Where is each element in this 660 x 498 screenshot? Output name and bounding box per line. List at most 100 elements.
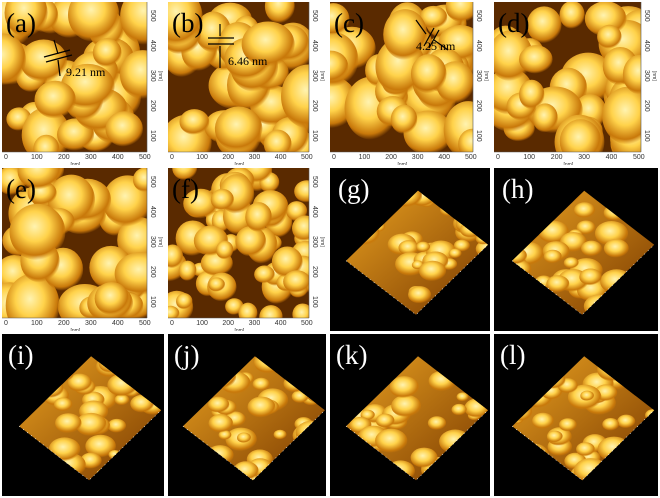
panel-label-g: (g) bbox=[338, 174, 370, 204]
afm-panel-a: (a) 9.21 nm 0 100 200 300 400 500 [nm] 500 400 30… bbox=[2, 2, 164, 165]
axis-ticks bbox=[512, 244, 655, 316]
grain bbox=[633, 192, 655, 209]
y-tick-label: 500 bbox=[149, 10, 156, 22]
y-axis-unit: [nm] bbox=[483, 71, 489, 81]
grain bbox=[471, 447, 486, 459]
x-axis-unit: [nm] bbox=[70, 328, 81, 331]
grain bbox=[453, 239, 470, 252]
grain bbox=[94, 465, 128, 481]
grain bbox=[519, 79, 545, 110]
measurement-line bbox=[423, 27, 435, 47]
grain bbox=[252, 377, 270, 391]
grain bbox=[245, 202, 272, 232]
grain bbox=[439, 429, 472, 454]
grain bbox=[392, 190, 423, 208]
grain bbox=[581, 240, 602, 257]
grain bbox=[168, 244, 184, 269]
grain bbox=[614, 357, 635, 373]
grain bbox=[208, 277, 225, 292]
grain bbox=[559, 2, 585, 29]
x-tick-label: 200 bbox=[222, 154, 235, 161]
grain bbox=[512, 210, 532, 228]
grain bbox=[460, 221, 483, 238]
afm-3d-surface-j bbox=[182, 356, 326, 481]
grain bbox=[5, 273, 60, 318]
x-tick-label: 0 bbox=[4, 154, 8, 161]
grain bbox=[182, 385, 205, 408]
grain bbox=[196, 378, 217, 394]
grain bbox=[132, 168, 147, 192]
grain bbox=[559, 418, 577, 432]
afm-3d-surface-i bbox=[18, 356, 162, 481]
grain bbox=[254, 356, 284, 374]
measurement-line bbox=[433, 39, 449, 51]
afm-panel-e: (e) 0 100 200 300 400 500 [nm] 500 400 300 200 100 [… bbox=[2, 168, 164, 331]
grain bbox=[41, 366, 67, 386]
grain bbox=[359, 287, 373, 298]
x-tick-label: 0 bbox=[496, 154, 500, 161]
x-tick-label: 200 bbox=[58, 154, 70, 161]
grain bbox=[67, 373, 92, 392]
measurement-line bbox=[415, 19, 427, 35]
grain bbox=[524, 460, 542, 474]
y-tick-label: 100 bbox=[475, 130, 482, 142]
y-tick-label: 200 bbox=[149, 100, 156, 112]
grain bbox=[295, 420, 325, 445]
grain bbox=[512, 403, 533, 422]
afm-height-map-f bbox=[168, 168, 326, 331]
y-axis-unit: [nm] bbox=[319, 237, 325, 247]
x-tick-label: 400 bbox=[438, 154, 451, 161]
grain bbox=[463, 196, 488, 220]
afm-height-map-e bbox=[2, 168, 164, 331]
grain bbox=[597, 436, 631, 462]
grain bbox=[459, 194, 487, 215]
afm-height-map-b bbox=[168, 2, 326, 165]
measurement-label-b: 6.46 nm bbox=[228, 54, 268, 68]
grain bbox=[34, 80, 76, 119]
grain bbox=[98, 356, 124, 373]
y-tick-label: 500 bbox=[149, 176, 156, 188]
axis-ticks bbox=[512, 410, 655, 481]
y-tick-label: 300 bbox=[311, 70, 318, 82]
grain bbox=[533, 296, 562, 315]
grain bbox=[32, 459, 49, 472]
afm-panel-i: (i) bbox=[2, 334, 164, 496]
grain bbox=[168, 2, 203, 46]
grain bbox=[465, 286, 483, 300]
afm-panel-f: (f) 0 100 200 300 400 500 [nm] 500 400 300 200 100 [… bbox=[168, 168, 326, 331]
grain bbox=[526, 6, 562, 44]
x-tick-label: 100 bbox=[31, 320, 43, 327]
y-axis-unit: [nm] bbox=[319, 71, 325, 81]
grain bbox=[573, 458, 608, 481]
grain bbox=[130, 394, 155, 413]
grain bbox=[300, 430, 325, 450]
y-tick-label: 100 bbox=[149, 296, 156, 308]
grain bbox=[597, 357, 630, 382]
grain bbox=[2, 33, 26, 86]
grain bbox=[532, 412, 554, 430]
y-tick-label: 400 bbox=[475, 40, 482, 52]
grain bbox=[20, 472, 35, 481]
grain bbox=[92, 38, 122, 68]
grain bbox=[216, 240, 234, 260]
grain bbox=[390, 104, 418, 134]
grain bbox=[122, 366, 138, 378]
grain bbox=[608, 191, 622, 202]
grain bbox=[172, 168, 198, 181]
grain bbox=[330, 3, 350, 35]
grain bbox=[513, 380, 532, 395]
grain bbox=[363, 452, 387, 470]
grain bbox=[466, 438, 488, 457]
grain bbox=[109, 458, 123, 469]
grain bbox=[346, 288, 367, 304]
grain bbox=[259, 305, 283, 318]
grain bbox=[419, 5, 448, 29]
x-tick-label: 300 bbox=[85, 320, 97, 327]
grain bbox=[416, 241, 431, 253]
y-tick-label: 500 bbox=[311, 176, 318, 188]
panel-label-i: (i) bbox=[8, 340, 34, 370]
grain bbox=[371, 456, 392, 472]
grain bbox=[605, 467, 623, 481]
afm-3d-surface-l bbox=[512, 356, 655, 481]
x-tick-label: 100 bbox=[196, 154, 208, 161]
